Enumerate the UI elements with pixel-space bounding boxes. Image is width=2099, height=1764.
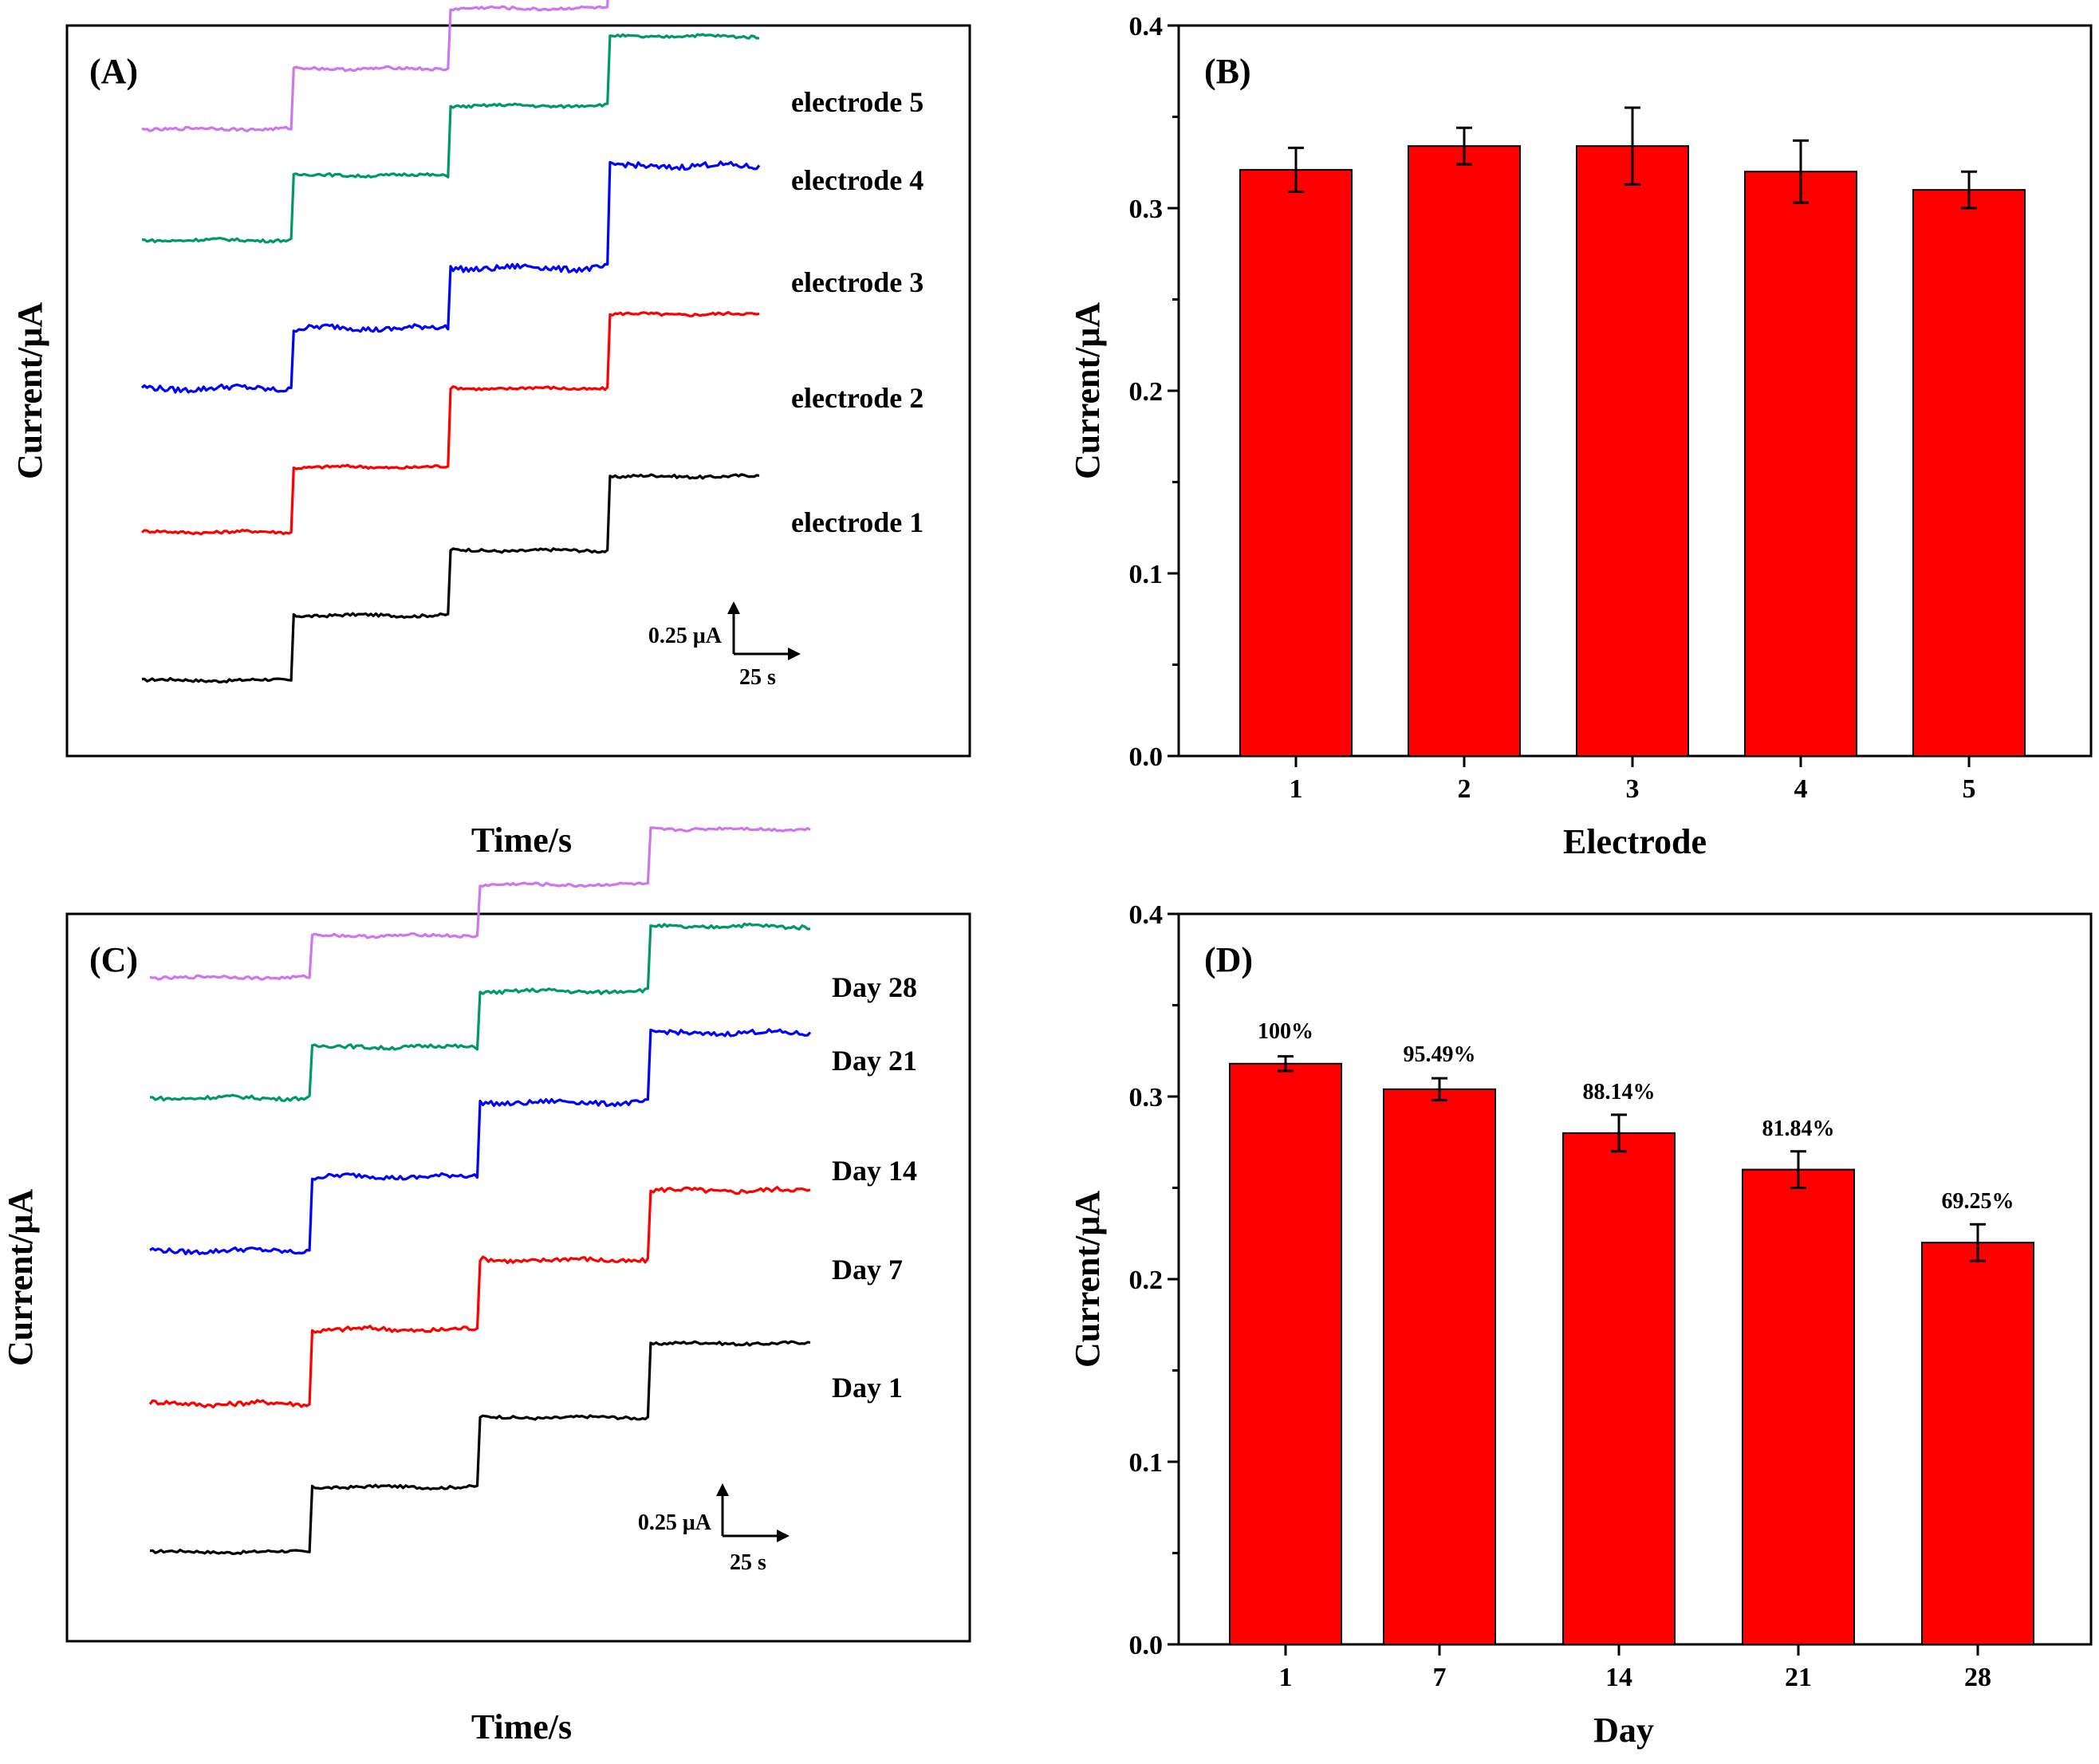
panel-c: (C) Current/μA Time/s Day 1 Day 7 Day 14… bbox=[1, 826, 971, 1746]
trace-line-day-21 bbox=[149, 922, 811, 1102]
panel-d-x-ticks: 1 7 14 21 28 bbox=[1279, 1663, 1992, 1692]
panel-b-label: (B) bbox=[1204, 52, 1251, 91]
bar bbox=[1229, 1062, 1342, 1645]
scale-bar-right-arrow bbox=[777, 1530, 790, 1542]
scale-bar-current-label: 0.25 μA bbox=[648, 624, 723, 648]
x-tick-label: 21 bbox=[1785, 1663, 1812, 1692]
bar bbox=[1383, 1088, 1496, 1645]
panel-d-xlabel: Day bbox=[1593, 1711, 1654, 1750]
x-tick-label: 14 bbox=[1605, 1663, 1632, 1692]
panel-a: (A) Current/μA Time/s electrode 1 electr… bbox=[10, 0, 971, 860]
trace-line-electrode-1 bbox=[141, 473, 760, 683]
panel-a-ylabel: Current/μA bbox=[10, 302, 49, 479]
bar bbox=[1239, 168, 1353, 758]
x-tick-label: 1 bbox=[1290, 774, 1303, 804]
panel-d-data-labels: 100% 95.49% 88.14% 81.84% 69.25% bbox=[1258, 1019, 2014, 1214]
bar bbox=[1744, 171, 1857, 757]
bar bbox=[1742, 1168, 1855, 1645]
y-tick-label: 0.1 bbox=[1129, 1448, 1164, 1478]
panel-d-label: (D) bbox=[1204, 940, 1253, 979]
trace-label-electrode-1: electrode 1 bbox=[791, 506, 923, 538]
panel-c-frame bbox=[65, 912, 971, 1643]
bar-data-label: 100% bbox=[1258, 1019, 1313, 1044]
panel-a-traces bbox=[141, 0, 761, 683]
scale-bar-up-arrow bbox=[716, 1483, 729, 1496]
bar-data-label: 81.84% bbox=[1762, 1116, 1835, 1141]
x-tick-label: 1 bbox=[1279, 1663, 1293, 1692]
scale-bar-time-label: 25 s bbox=[739, 665, 776, 690]
y-tick-label: 0.0 bbox=[1129, 1631, 1164, 1660]
bar bbox=[1562, 1132, 1676, 1646]
trace-line-electrode-4 bbox=[141, 33, 760, 244]
trace-label-day-21: Day 21 bbox=[832, 1045, 917, 1077]
bar-data-label: 95.49% bbox=[1404, 1042, 1476, 1067]
scale-bar-up-arrow bbox=[727, 601, 740, 614]
y-tick-label: 0.2 bbox=[1129, 1266, 1164, 1295]
panel-b-plot bbox=[1168, 24, 2026, 767]
trace-label-electrode-5: electrode 5 bbox=[791, 86, 923, 118]
scale-bar-time-label: 25 s bbox=[730, 1550, 766, 1575]
trace-line-day-14 bbox=[149, 1028, 812, 1256]
panel-b-ylabel: Current/μA bbox=[1068, 302, 1107, 479]
panel-c-xlabel: Time/s bbox=[471, 1707, 572, 1746]
panel-a-label: (A) bbox=[89, 52, 138, 91]
panel-c-trace-labels: Day 1 Day 7 Day 14 Day 21 Day 28 bbox=[832, 971, 917, 1404]
panel-b-xlabel: Electrode bbox=[1563, 822, 1707, 861]
trace-label-day-28: Day 28 bbox=[832, 971, 917, 1003]
y-tick-label: 0.0 bbox=[1129, 742, 1164, 772]
x-tick-label: 28 bbox=[1964, 1663, 1991, 1692]
trace-label-day-14: Day 14 bbox=[832, 1155, 917, 1187]
panel-d: (D) Current/μA Day 0.0 0.1 0.2 0.3 0.4 1… bbox=[1068, 900, 2093, 1750]
bar bbox=[1921, 1242, 2034, 1645]
bar-data-label: 88.14% bbox=[1583, 1080, 1656, 1104]
x-tick-label: 4 bbox=[1794, 774, 1808, 804]
y-tick-label: 0.4 bbox=[1129, 12, 1164, 41]
panel-b-y-ticks: 0.0 0.1 0.2 0.3 0.4 bbox=[1129, 12, 1164, 772]
bar bbox=[1576, 145, 1689, 757]
trace-label-electrode-4: electrode 4 bbox=[791, 164, 923, 196]
bar bbox=[1912, 189, 2026, 758]
y-tick-label: 0.3 bbox=[1129, 195, 1164, 224]
trace-label-day-1: Day 1 bbox=[832, 1372, 903, 1404]
panel-a-xlabel: Time/s bbox=[471, 821, 572, 860]
trace-line-electrode-3 bbox=[141, 160, 761, 394]
trace-line-day-7 bbox=[148, 1186, 811, 1409]
trace-line-day-28 bbox=[149, 826, 811, 981]
trace-label-day-7: Day 7 bbox=[832, 1254, 903, 1286]
panel-d-y-ticks: 0.0 0.1 0.2 0.3 0.4 bbox=[1129, 900, 1164, 1660]
panel-c-label: (C) bbox=[89, 940, 138, 979]
x-tick-label: 7 bbox=[1433, 1663, 1447, 1692]
trace-line-electrode-2 bbox=[141, 311, 760, 536]
trace-line-electrode-5 bbox=[141, 0, 609, 132]
x-tick-label: 5 bbox=[1963, 774, 1976, 804]
trace-label-electrode-2: electrode 2 bbox=[791, 382, 923, 414]
y-tick-label: 0.2 bbox=[1129, 377, 1164, 407]
panel-c-traces bbox=[148, 826, 812, 1555]
panel-c-scale-bar: 0.25 μA 25 s bbox=[638, 1483, 790, 1575]
x-tick-label: 3 bbox=[1626, 774, 1640, 804]
panel-a-trace-labels: electrode 1 electrode 2 electrode 3 elec… bbox=[791, 86, 923, 538]
trace-line-day-1 bbox=[149, 1340, 811, 1555]
bar-data-label: 69.25% bbox=[1942, 1189, 2014, 1214]
trace-label-electrode-3: electrode 3 bbox=[791, 266, 923, 298]
panel-a-frame bbox=[65, 24, 971, 758]
panel-b-x-ticks: 1 2 3 4 5 bbox=[1290, 774, 1976, 804]
y-tick-label: 0.3 bbox=[1129, 1083, 1164, 1112]
panel-b: (B) Current/μA Electrode 0.0 0.1 0.2 0.3… bbox=[1068, 12, 2093, 861]
x-tick-label: 2 bbox=[1458, 774, 1471, 804]
bar bbox=[1408, 145, 1521, 757]
panel-d-ylabel: Current/μA bbox=[1068, 1191, 1107, 1368]
y-tick-label: 0.1 bbox=[1129, 560, 1164, 589]
scale-bar-current-label: 0.25 μA bbox=[638, 1510, 712, 1535]
scale-bar-right-arrow bbox=[788, 648, 801, 660]
panel-d-plot bbox=[1168, 912, 2034, 1656]
y-tick-label: 0.4 bbox=[1129, 900, 1164, 930]
panel-a-scale-bar: 0.25 μA 25 s bbox=[648, 601, 801, 690]
panel-c-ylabel: Current/μA bbox=[1, 1189, 40, 1366]
